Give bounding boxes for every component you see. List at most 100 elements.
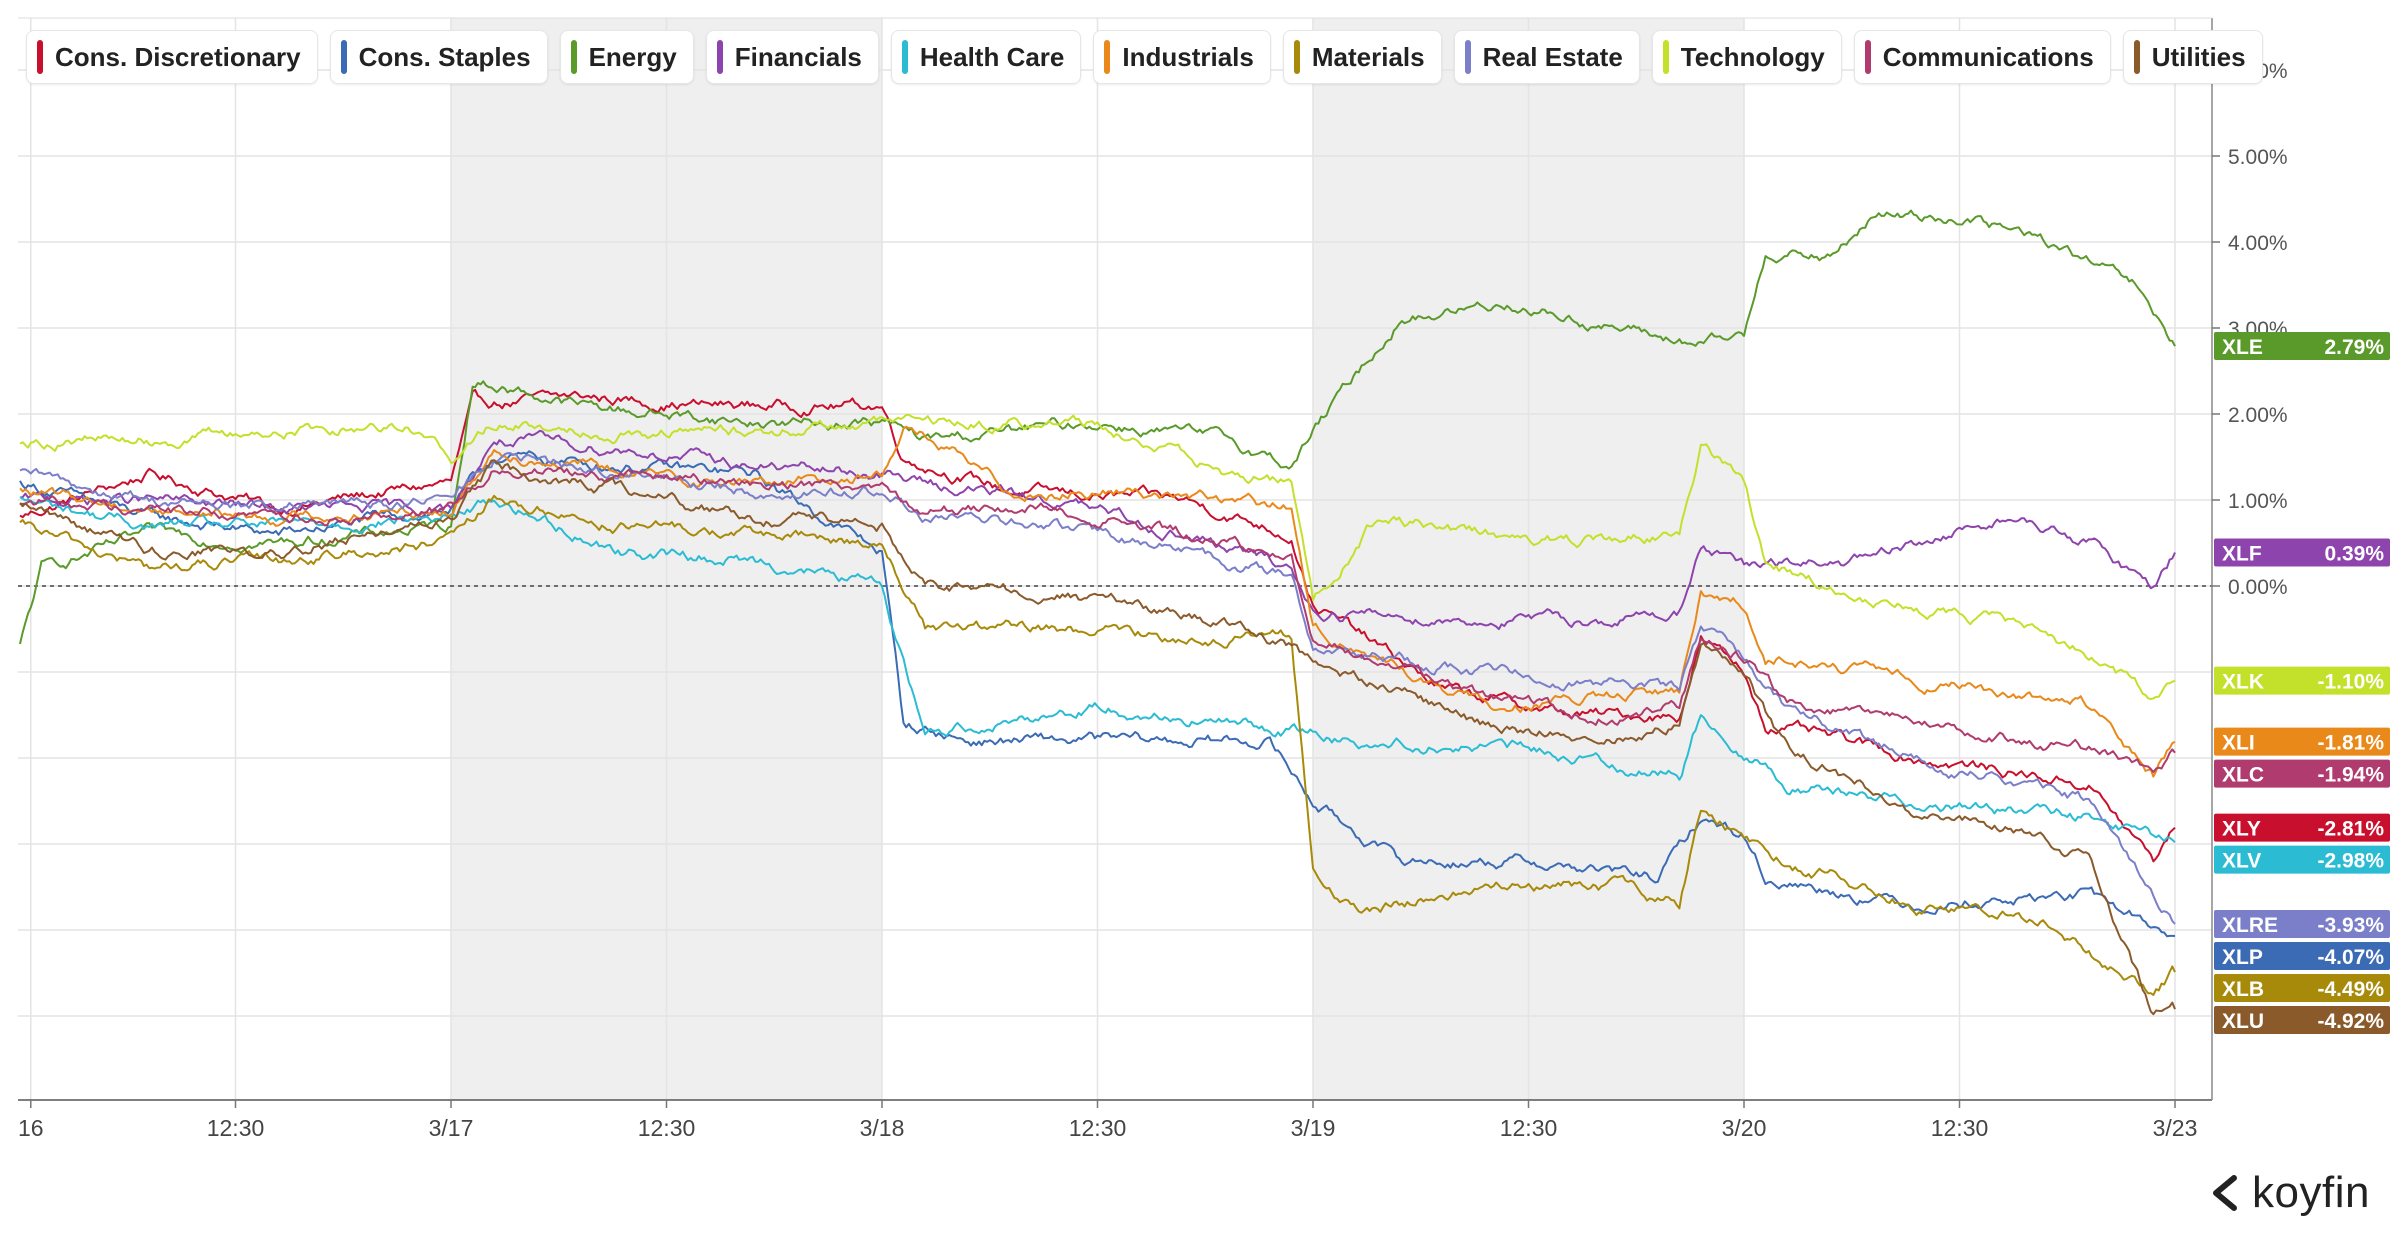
gridlines: [18, 18, 2212, 1100]
tag-ticker: XLRE: [2222, 914, 2278, 937]
legend-label: Real Estate: [1482, 41, 1623, 72]
tag-value: -1.81%: [2317, 732, 2384, 755]
last-value-tag-xlb: XLB -4.49%: [2214, 973, 2390, 1002]
x-tick-label: 3/19: [1291, 1115, 1336, 1141]
tag-ticker: XLI: [2222, 732, 2255, 755]
last-value-tag-xle: XLE 2.79%: [2214, 332, 2390, 361]
legend-label: Communications: [1882, 41, 2094, 72]
y-tick-label: 4.00%: [2228, 232, 2288, 255]
legend-swatch: [1864, 40, 1871, 74]
legend-item-xlc[interactable]: Communications: [1853, 30, 2111, 84]
legend-swatch: [340, 40, 347, 74]
tag-value: -1.10%: [2317, 671, 2384, 694]
legend-swatch: [716, 40, 723, 74]
legend-swatch: [37, 40, 43, 74]
koyfin-logo: koyfin: [2204, 1168, 2370, 1218]
legend-swatch: [1104, 40, 1111, 74]
legend-item-xlp[interactable]: Cons. Staples: [329, 30, 548, 84]
tag-ticker: XLP: [2222, 946, 2263, 969]
tag-value: -2.81%: [2317, 818, 2384, 841]
y-axis: 6.00%5.00%4.00%3.00%2.00%1.00%0.00%: [2212, 60, 2288, 599]
legend-label: Utilities: [2151, 41, 2246, 72]
tag-background: [2214, 813, 2390, 842]
y-tick-label: 0.00%: [2228, 576, 2288, 599]
tag-value: -4.07%: [2317, 946, 2384, 969]
legend: Cons. Discretionary Cons. Staples Energy Fi…: [26, 30, 2263, 84]
legend-label: Industrials: [1122, 41, 1254, 72]
legend-item-xlre[interactable]: Real Estate: [1453, 30, 1640, 84]
tag-ticker: XLU: [2222, 1010, 2264, 1033]
tag-value: 2.79%: [2324, 336, 2384, 359]
x-tick-label: 16: [18, 1115, 44, 1141]
tag-background: [2214, 538, 2390, 567]
x-tick-label: 3/17: [429, 1115, 474, 1141]
tag-ticker: XLK: [2222, 671, 2264, 694]
last-value-tag-xlp: XLP -4.07%: [2214, 941, 2390, 970]
series-lines: [19, 209, 2176, 1016]
last-value-tag-xlk: XLK -1.10%: [2214, 666, 2390, 695]
legend-swatch: [570, 40, 577, 74]
legend-item-xlk[interactable]: Technology: [1651, 30, 1842, 84]
x-tick-label: 12:30: [1931, 1115, 1989, 1141]
tag-ticker: XLB: [2222, 978, 2264, 1001]
tag-background: [2214, 1005, 2390, 1034]
legend-label: Cons. Staples: [358, 41, 531, 72]
last-value-tag-xlc: XLC -1.94%: [2214, 759, 2390, 788]
legend-item-xlf[interactable]: Financials: [705, 30, 879, 84]
last-value-tag-xlu: XLU -4.92%: [2214, 1005, 2390, 1034]
legend-label: Cons. Discretionary: [55, 41, 301, 72]
series-line-xlb: [19, 494, 2176, 996]
tag-background: [2214, 727, 2390, 756]
legend-label: Energy: [588, 41, 677, 72]
legend-label: Materials: [1311, 41, 1425, 72]
tag-value: -4.49%: [2317, 978, 2384, 1001]
tag-ticker: XLF: [2222, 542, 2262, 565]
last-value-tag-xly: XLY -2.81%: [2214, 813, 2390, 842]
legend-label: Technology: [1680, 41, 1825, 72]
tag-background: [2214, 973, 2390, 1002]
tag-value: -1.94%: [2317, 764, 2384, 787]
tag-ticker: XLE: [2222, 336, 2263, 359]
series-line-xlc: [19, 466, 2176, 773]
legend-item-xli[interactable]: Industrials: [1093, 30, 1271, 84]
legend-item-xlu[interactable]: Utilities: [2122, 30, 2263, 84]
y-tick-label: 5.00%: [2228, 146, 2288, 169]
last-value-tag-xlre: XLRE -3.93%: [2214, 909, 2390, 938]
brand-name: koyfin: [2252, 1168, 2370, 1217]
legend-item-xly[interactable]: Cons. Discretionary: [26, 30, 318, 84]
tag-value: -4.92%: [2317, 1010, 2384, 1033]
tag-background: [2214, 845, 2390, 874]
tag-ticker: XLC: [2222, 764, 2264, 787]
series-line-xlk: [19, 413, 2176, 700]
last-value-tag-xli: XLI -1.81%: [2214, 727, 2390, 756]
x-axis: 16 12:30 3/17 12:30 3/18 12:30 3/19 12:30 3/20 12…: [18, 1100, 2197, 1141]
legend-label: Health Care: [919, 41, 1065, 72]
tag-background: [2214, 909, 2390, 938]
legend-item-xlv[interactable]: Health Care: [890, 30, 1082, 84]
x-tick-label: 12:30: [207, 1115, 265, 1141]
tag-background: [2214, 666, 2390, 695]
y-tick-label: 1.00%: [2228, 490, 2288, 513]
series-line-xlv: [19, 496, 2176, 844]
tag-value: -2.98%: [2317, 850, 2384, 873]
koyfin-logo-icon: [2213, 1175, 2238, 1211]
tag-background: [2214, 759, 2390, 788]
x-tick-label: 3/23: [2153, 1115, 2198, 1141]
legend-swatch: [1464, 40, 1471, 74]
y-tick-label: 2.00%: [2228, 404, 2288, 427]
tag-background: [2214, 941, 2390, 970]
x-tick-label: 12:30: [1500, 1115, 1558, 1141]
legend-swatch: [1293, 40, 1300, 74]
tag-value: -3.93%: [2317, 914, 2384, 937]
tag-ticker: XLY: [2222, 818, 2261, 841]
legend-swatch: [2133, 40, 2140, 74]
x-tick-label: 12:30: [638, 1115, 696, 1141]
legend-item-xlb[interactable]: Materials: [1282, 30, 1442, 84]
legend-swatch: [1662, 40, 1669, 74]
series-line-xlre: [19, 452, 2176, 925]
legend-swatch: [901, 40, 908, 74]
last-value-tag-xlv: XLV -2.98%: [2214, 845, 2390, 874]
legend-item-xle[interactable]: Energy: [559, 30, 694, 84]
x-tick-label: 3/20: [1722, 1115, 1767, 1141]
